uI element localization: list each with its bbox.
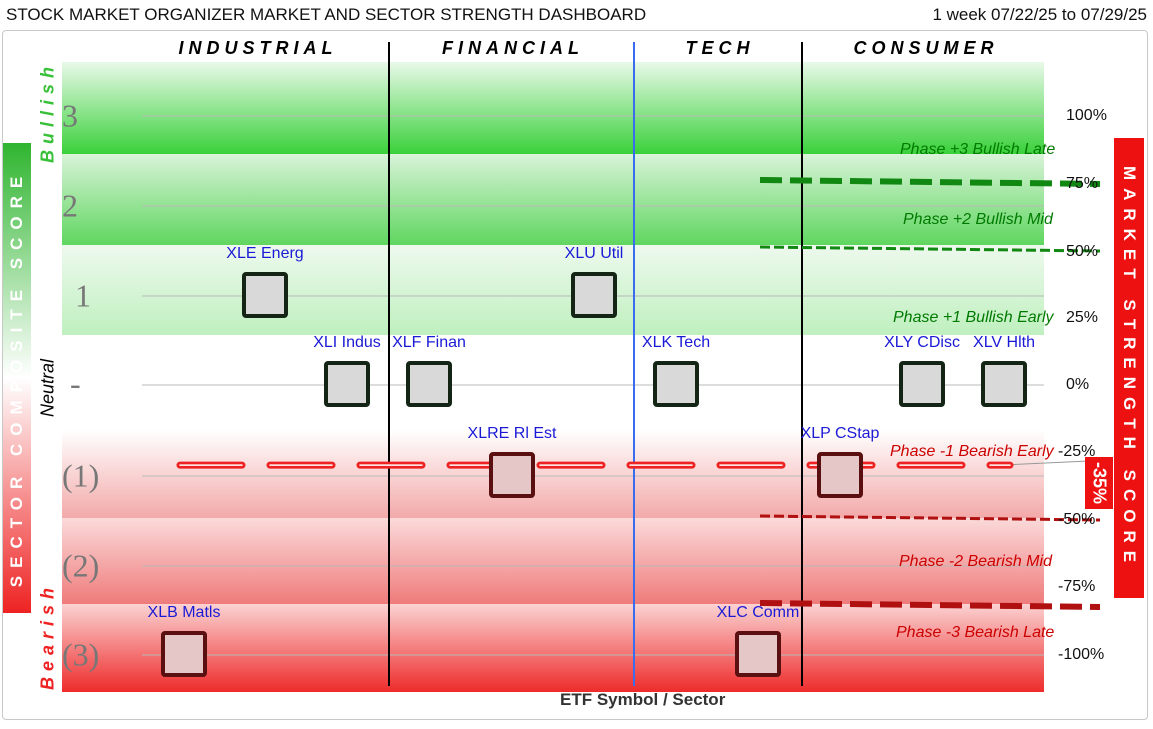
chart-frame: [2, 30, 1148, 720]
sector-composite-score-bar: [3, 143, 31, 613]
etf-label-xlb-matls: XLB Matls: [147, 604, 221, 621]
phase-label-bull-late: Phase +3 Bullish Late: [900, 141, 1056, 158]
pct-tick-neg50: -50%: [1058, 511, 1096, 528]
band-bullish-2: [62, 154, 1044, 245]
etf-marker-xlb-matls: [161, 631, 207, 677]
etf-marker-xlk-tech: [653, 361, 699, 407]
sector-composite-score-label: SECTOR COMPOSITE SCORE: [7, 168, 26, 588]
etf-marker-xlp-cstap: [817, 452, 863, 498]
market-strength-score-bar: [1114, 138, 1144, 598]
pct-tick-50: 50%: [1066, 243, 1099, 260]
pct-tick-0: 0%: [1066, 376, 1090, 393]
phase-label-bull-early: Phase +1 Bullish Early: [893, 309, 1054, 326]
etf-label-xle-energ: XLE Energ: [226, 245, 304, 262]
band-bearish-1: [62, 430, 1044, 518]
market-strength-score-label: MARKET STRENGTH SCORE: [1120, 165, 1139, 571]
etf-marker-xlu-util: [571, 272, 617, 318]
etf-marker-xli-indus: [324, 361, 370, 407]
etf-label-xly-cdisc: XLY CDisc: [884, 334, 960, 351]
band-label-neg2: (2): [62, 547, 100, 584]
band-label-3: 3: [62, 97, 78, 134]
sector-header-industrial: INDUSTRIAL: [178, 38, 338, 58]
etf-label-xlp-cstap: XLP CStap: [800, 425, 880, 442]
band-label-1: 1: [75, 277, 91, 314]
pct-tick-neg100: -100%: [1058, 646, 1105, 663]
sector-header-tech: TECH: [685, 38, 755, 58]
phase-line-bull-mid: [759, 245, 1101, 253]
phase-line-bull-late: [759, 177, 1101, 187]
dashboard-title: STOCK MARKET ORGANIZER MARKET AND SECTOR…: [6, 5, 647, 24]
etf-label-xlf-finan: XLF Finan: [392, 334, 466, 351]
phase-label-bear-late: Phase -3 Bearish Late: [896, 624, 1055, 641]
phase-label-bull-mid: Phase +2 Bullish Mid: [903, 211, 1053, 228]
band-bearish-3: [62, 604, 1044, 692]
neutral-label: Neutral: [37, 358, 58, 418]
band-label-neutral: -: [70, 365, 81, 402]
pct-tick-75: 75%: [1066, 175, 1099, 192]
sector-header-financial: FINANCIAL: [442, 38, 584, 58]
etf-marker-xle-energ: [242, 272, 288, 318]
etf-marker-xlf-finan: [406, 361, 452, 407]
etf-label-xlu-util: XLU Util: [564, 245, 624, 262]
band-bullish-1: [62, 245, 1044, 335]
etf-marker-xlv-hlth: [981, 361, 1027, 407]
etf-label-xlc-comm: XLC Comm: [716, 604, 800, 621]
bearish-label: Bearish: [37, 581, 58, 691]
pct-tick-100: 100%: [1066, 107, 1107, 124]
phase-label-bear-early: Phase -1 Bearish Early: [890, 443, 1054, 460]
etf-label-xlv-hlth: XLV Hlth: [973, 334, 1035, 351]
bullish-label: Bullish: [37, 60, 58, 164]
market-strength-value: -35%: [1089, 461, 1110, 505]
band-bearish-2: [62, 518, 1044, 604]
market-strength-value-box: [1085, 457, 1113, 509]
pct-tick-neg25: -25%: [1058, 443, 1096, 460]
etf-marker-xlc-comm: [735, 631, 781, 677]
etf-label-xli-indus: XLI Indus: [313, 334, 381, 351]
band-label-2: 2: [62, 187, 78, 224]
etf-label-xlk-tech: XLK Tech: [641, 334, 711, 351]
phase-label-bear-mid: Phase -2 Bearish Mid: [899, 553, 1052, 570]
phase-line-bear-late: [759, 600, 1101, 610]
etf-marker-xlre-rl-est: [489, 452, 535, 498]
pct-tick-25: 25%: [1066, 309, 1099, 326]
etf-marker-xly-cdisc: [899, 361, 945, 407]
band-label-neg1: (1): [62, 457, 100, 494]
x-axis-label: ETF Symbol / Sector: [560, 690, 726, 709]
band-label-neg3: (3): [62, 636, 100, 673]
sector-header-consumer: CONSUMER: [853, 38, 999, 58]
band-neutral: [62, 335, 1044, 430]
etf-label-xlre-rl-est: XLRE Rl Est: [467, 425, 557, 442]
pct-tick-neg75: -75%: [1058, 578, 1096, 595]
phase-line-bear-mid: [759, 514, 1101, 522]
market-strength-connector: [999, 460, 1087, 466]
band-bullish-3: [62, 62, 1044, 154]
date-range: 1 week 07/22/25 to 07/29/25: [932, 5, 1147, 24]
